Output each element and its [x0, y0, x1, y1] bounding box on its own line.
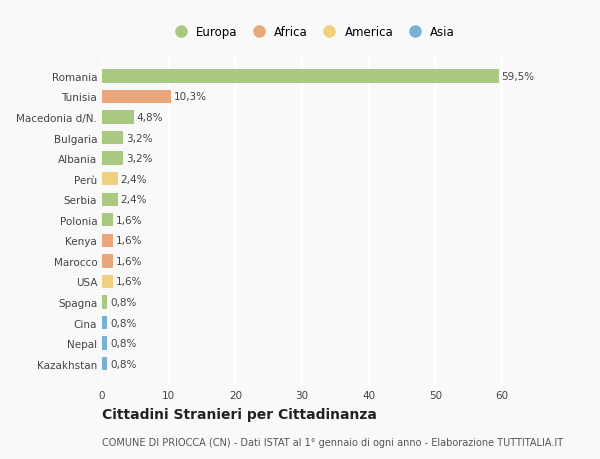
Text: 4,8%: 4,8% [137, 113, 163, 123]
Bar [102, 275, 113, 289]
Bar [102, 90, 170, 104]
Text: 1,6%: 1,6% [115, 277, 142, 287]
Legend: Europa, Africa, America, Asia: Europa, Africa, America, Asia [164, 21, 460, 44]
Text: Cittadini Stranieri per Cittadinanza: Cittadini Stranieri per Cittadinanza [102, 407, 377, 421]
Bar [102, 132, 124, 145]
Text: 0,8%: 0,8% [110, 338, 136, 348]
Bar [102, 111, 134, 124]
Text: 2,4%: 2,4% [121, 174, 147, 185]
Text: 3,2%: 3,2% [126, 133, 152, 143]
Text: 10,3%: 10,3% [173, 92, 206, 102]
Bar [102, 296, 107, 309]
Text: 1,6%: 1,6% [115, 236, 142, 246]
Bar [102, 337, 107, 350]
Text: 1,6%: 1,6% [115, 256, 142, 266]
Text: 59,5%: 59,5% [502, 72, 535, 82]
Text: 3,2%: 3,2% [126, 154, 152, 164]
Bar [102, 70, 499, 84]
Text: 2,4%: 2,4% [121, 195, 147, 205]
Bar [102, 316, 107, 330]
Bar [102, 173, 118, 186]
Text: 1,6%: 1,6% [115, 215, 142, 225]
Bar [102, 357, 107, 370]
Bar [102, 213, 113, 227]
Text: COMUNE DI PRIOCCA (CN) - Dati ISTAT al 1° gennaio di ogni anno - Elaborazione TU: COMUNE DI PRIOCCA (CN) - Dati ISTAT al 1… [102, 437, 563, 447]
Bar [102, 193, 118, 207]
Bar [102, 234, 113, 247]
Text: 0,8%: 0,8% [110, 297, 136, 308]
Bar [102, 152, 124, 165]
Text: 0,8%: 0,8% [110, 359, 136, 369]
Bar [102, 255, 113, 268]
Text: 0,8%: 0,8% [110, 318, 136, 328]
